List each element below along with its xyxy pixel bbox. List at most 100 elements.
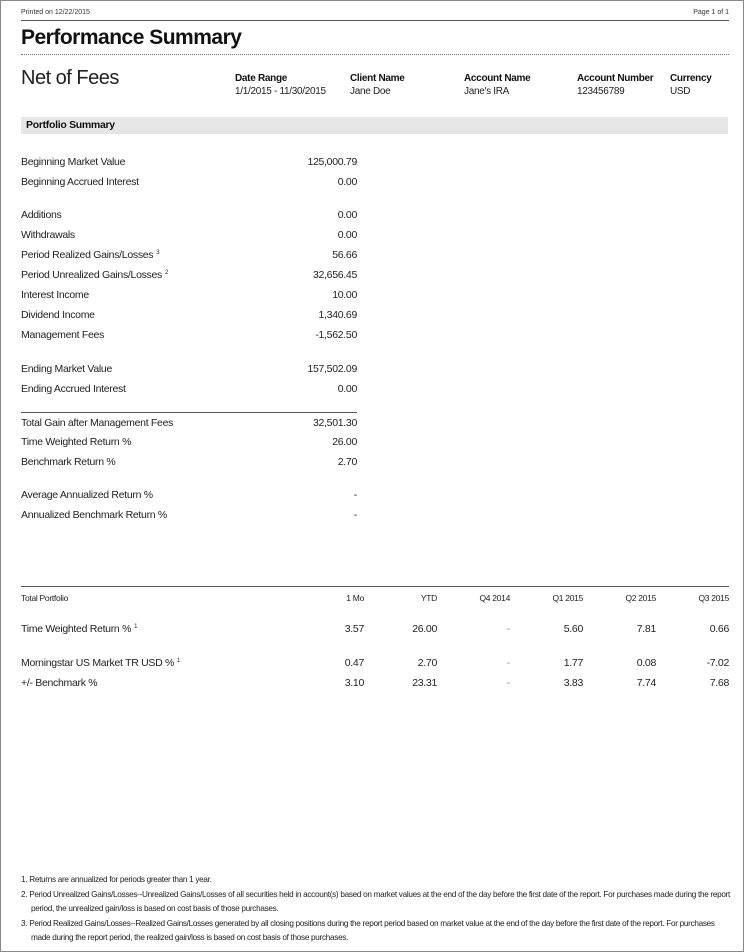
meta-client-name: Client Name Jane Doe <box>350 73 405 97</box>
summary-row: Time Weighted Return % 26.00 <box>21 432 357 452</box>
summary-row: Benchmark Return % 2.70 <box>21 452 357 472</box>
label-text: Average Annualized Return % <box>21 489 153 501</box>
summary-value: 0.00 <box>337 209 358 221</box>
column-header: YTD <box>420 592 437 603</box>
summary-value: -1,562.50 <box>315 329 357 341</box>
summary-label: Benchmark Return % <box>21 456 116 468</box>
cell-value: - <box>506 677 511 689</box>
summary-row: Annualized Benchmark Return % - <box>21 505 357 525</box>
spacer <box>21 472 357 485</box>
label-text: Dividend Income <box>21 309 95 321</box>
summary-value: 0.00 <box>337 229 358 241</box>
cell-value: 7.68 <box>709 677 730 689</box>
cell-value: 0.66 <box>709 623 730 635</box>
returns-table: Total Portfolio 1 Mo YTD Q4 2014 Q1 2015 Q2 2… <box>21 586 729 693</box>
summary-row: Ending Market Value 157,502.09 <box>21 359 357 379</box>
summary-label: Interest Income <box>21 289 89 301</box>
table-row: +/- Benchmark % 3.10 23.31 - 3.83 7.74 7.68 <box>21 673 729 693</box>
cell-value: 23.31 <box>412 677 437 689</box>
report-subtitle: Net of Fees <box>21 67 119 89</box>
summary-label: Beginning Accrued Interest <box>21 176 139 188</box>
summary-label: Average Annualized Return % <box>21 489 153 501</box>
summary-label: Time Weighted Return % <box>21 436 131 448</box>
table-row: Time Weighted Return % 1 3.57 26.00 - 5.60 7.8… <box>21 619 729 639</box>
summary-row: Beginning Market Value 125,000.79 <box>21 152 357 172</box>
footnote-ref: 1 <box>177 658 181 664</box>
footnote-ref: 2 <box>165 270 169 276</box>
portfolio-summary: Beginning Market Value 125,000.79 Beginnin… <box>21 152 357 525</box>
summary-row: Interest Income 10.00 <box>21 285 357 305</box>
summary-row: Withdrawals 0.00 <box>21 225 357 245</box>
summary-row: Additions 0.00 <box>21 205 357 225</box>
summary-label: Ending Accrued Interest <box>21 383 126 395</box>
label-text: Morningstar US Market TR USD % <box>21 657 175 669</box>
cell-value: 7.74 <box>636 677 657 689</box>
cell-value: 2.70 <box>417 657 438 669</box>
page-number: Page 1 of 1 <box>693 9 729 16</box>
label-text: Ending Accrued Interest <box>21 383 126 395</box>
summary-label: Additions <box>21 209 62 221</box>
cell-value: 3.83 <box>563 677 584 689</box>
summary-label: Period Realized Gains/Losses 3 <box>21 249 160 261</box>
cell-value: - <box>506 623 511 635</box>
footnote-ref: 1 <box>134 624 138 630</box>
cell-value: - <box>506 657 511 669</box>
summary-value: 32,656.45 <box>312 269 357 281</box>
summary-row: Period Realized Gains/Losses 3 56.66 <box>21 245 357 265</box>
summary-row: Dividend Income 1,340.69 <box>21 305 357 325</box>
summary-label: Period Unrealized Gains/Losses 2 <box>21 269 168 281</box>
print-header: Printed on 12/22/2015 Page 1 of 1 <box>21 9 729 21</box>
label-text: Benchmark Return % <box>21 456 116 468</box>
label-text: Ending Market Value <box>21 363 112 375</box>
summary-value: 125,000.79 <box>307 156 357 168</box>
cell-value: 0.08 <box>636 657 657 669</box>
table-row: Morningstar US Market TR USD % 1 0.47 2.70 -… <box>21 653 729 673</box>
footnotes: 1. Returns are annualized for periods gr… <box>21 873 733 946</box>
column-header: Q3 2015 <box>698 592 729 603</box>
footnote: 2. Period Unrealized Gains/Losses--Unrea… <box>21 889 731 914</box>
summary-row: Average Annualized Return % - <box>21 485 357 505</box>
printed-date: Printed on 12/22/2015 <box>21 9 90 16</box>
label-text: Time Weighted Return % <box>21 623 132 635</box>
section-header: Portfolio Summary <box>21 117 728 134</box>
label-text: Period Unrealized Gains/Losses <box>21 269 162 281</box>
summary-label: Total Gain after Management Fees <box>21 417 173 429</box>
summary-value: 0.00 <box>337 383 358 395</box>
meta-account-name: Account Name Jane's IRA <box>464 73 531 97</box>
summary-value: - <box>353 489 358 501</box>
cell-value: 3.10 <box>344 677 365 689</box>
label-text: Annualized Benchmark Return % <box>21 509 167 521</box>
column-header: Total Portfolio <box>21 592 68 603</box>
footnote: 3. Period Realized Gains/Losses--Realize… <box>21 918 715 943</box>
spacer <box>21 345 357 359</box>
label-text: Beginning Market Value <box>21 156 126 168</box>
column-header: Q1 2015 <box>552 592 583 603</box>
label-text: Beginning Accrued Interest <box>21 176 139 188</box>
cell-value: -7.02 <box>706 657 730 669</box>
summary-row: Beginning Accrued Interest 0.00 <box>21 172 357 192</box>
meta-currency: Currency USD <box>670 73 712 97</box>
label-text: Management Fees <box>21 329 105 341</box>
column-header: 1 Mo <box>346 592 364 603</box>
row-label: +/- Benchmark % <box>21 677 292 689</box>
summary-label: Ending Market Value <box>21 363 112 375</box>
summary-label: Management Fees <box>21 329 104 341</box>
label-text: Time Weighted Return % <box>21 436 132 448</box>
page-title: Performance Summary <box>21 26 242 49</box>
summary-row: Management Fees -1,562.50 <box>21 325 357 345</box>
label-text: Additions <box>21 209 62 221</box>
summary-label: Beginning Market Value <box>21 156 125 168</box>
label-text: Withdrawals <box>21 229 75 241</box>
label-text: Period Realized Gains/Losses <box>21 249 154 261</box>
summary-row: Ending Accrued Interest 0.00 <box>21 379 357 399</box>
cell-value: 5.60 <box>563 623 584 635</box>
column-header: Q2 2015 <box>625 592 656 603</box>
cell-value: 1.77 <box>563 657 584 669</box>
column-header: Q4 2014 <box>479 592 510 603</box>
summary-value: - <box>353 509 358 521</box>
summary-value: 56.66 <box>332 249 357 261</box>
meta-account-number: Account Number 123456789 <box>577 73 654 97</box>
footnote-ref: 3 <box>156 250 160 256</box>
cell-value: 3.57 <box>344 623 365 635</box>
summary-row: Total Gain after Management Fees 32,501.3… <box>21 412 357 432</box>
